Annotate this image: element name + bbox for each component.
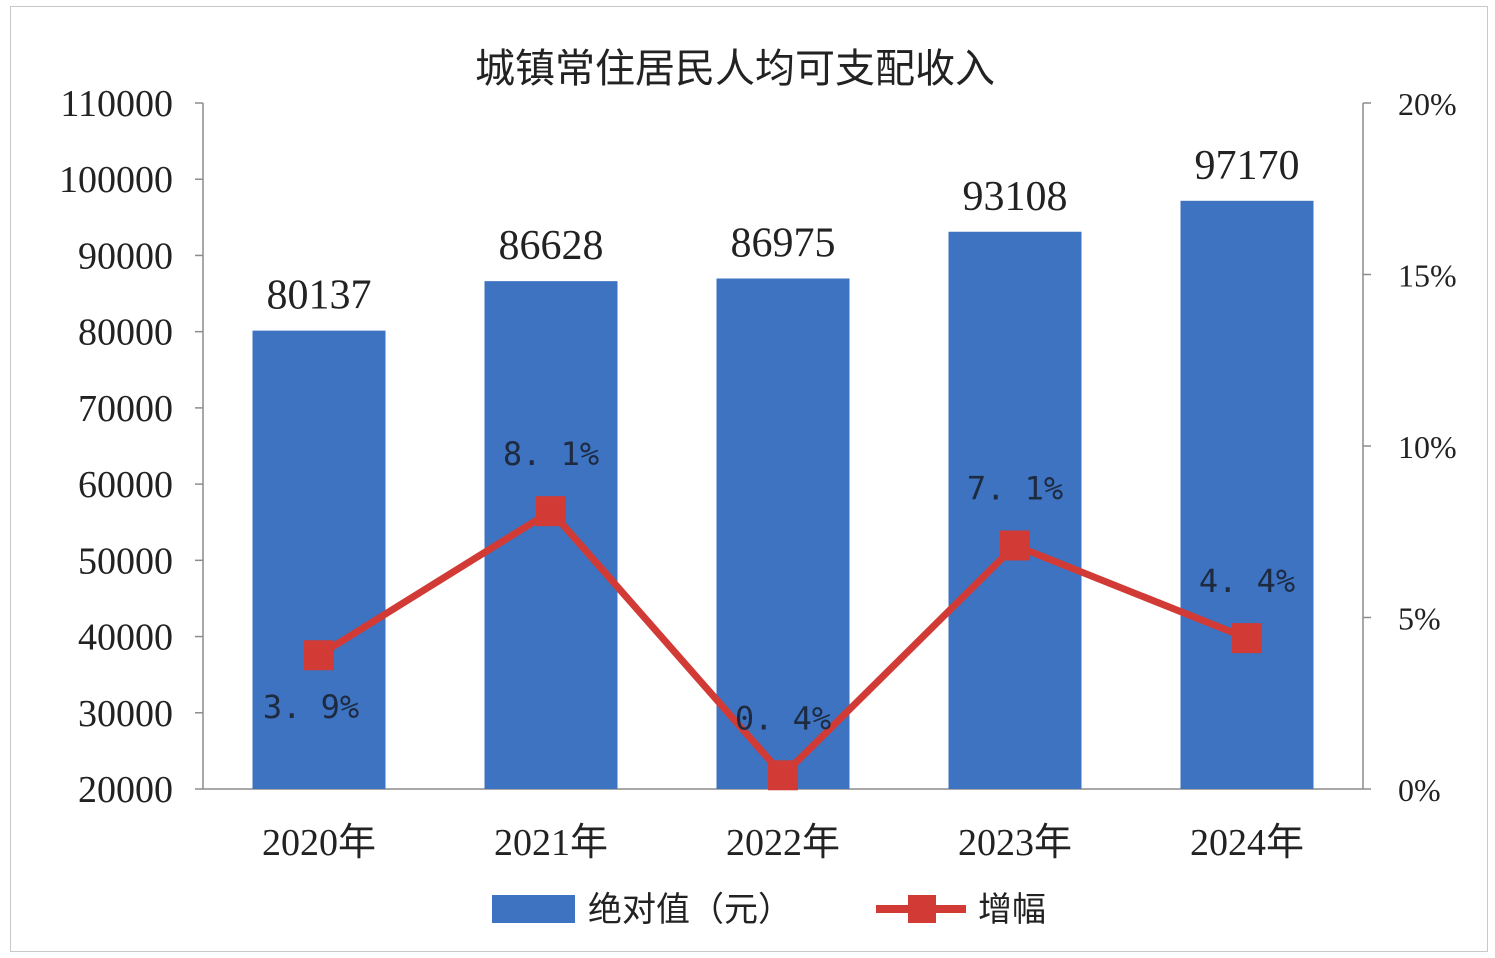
x-tick-label: 2021年 [494, 822, 608, 864]
bar-value-label: 86975 [731, 221, 836, 267]
bar [484, 281, 618, 789]
y-left-tick-label: 40000 [78, 617, 173, 659]
y-left-tick-label: 80000 [78, 312, 173, 354]
bar-value-label: 80137 [267, 273, 372, 319]
y-left-tick-label: 60000 [78, 464, 173, 506]
x-tick-label: 2023年 [958, 822, 1072, 864]
y-right-tick-label: 15% [1398, 258, 1457, 294]
bar-value-label: 93108 [963, 174, 1068, 220]
y-left-tick-label: 30000 [78, 693, 173, 735]
x-tick-label: 2020年 [262, 822, 376, 864]
x-tick-label: 2022年 [726, 822, 840, 864]
bar-value-labels: 80137 86628 86975 93108 97170 [267, 143, 1300, 319]
y-right-tick-label: 20% [1398, 86, 1457, 122]
line-value-label: 0. 4% [735, 699, 831, 737]
legend-swatch-bar [492, 895, 575, 923]
legend-label-bar: 绝对值（元） [588, 890, 792, 930]
bar [1180, 200, 1314, 790]
y-left-tick-label: 70000 [78, 388, 173, 430]
y-left-tick-label: 50000 [78, 540, 173, 582]
bar-series [252, 200, 1314, 790]
y-right-tick-label: 5% [1398, 601, 1441, 637]
legend: 绝对值（元） 增幅 [492, 890, 1046, 930]
line-marker [768, 760, 798, 791]
line-series [304, 496, 1262, 791]
line-value-label: 4. 4% [1199, 562, 1295, 600]
y-left-tick-label: 90000 [78, 235, 173, 277]
y-left-tick-label: 100000 [59, 159, 173, 201]
chart-title: 城镇常住居民人均可支配收入 [475, 46, 995, 92]
y-left-tick-label: 110000 [60, 83, 173, 125]
axes: 20000 30000 40000 50000 60000 70000 80000 90000… [59, 83, 1457, 811]
y-right-tick-label: 0% [1398, 772, 1441, 808]
bar-value-label: 86628 [499, 223, 604, 269]
line-value-labels: 3. 9% 8. 1% 0. 4% 7. 1% 4. 4% [263, 435, 1295, 737]
legend-swatch-marker [908, 895, 936, 923]
bar [716, 278, 850, 789]
line-marker [1000, 530, 1030, 561]
line-value-label: 7. 1% [967, 469, 1063, 507]
line-marker [536, 496, 566, 527]
line-value-label: 3. 9% [263, 688, 359, 726]
y-right-tick-label: 10% [1398, 429, 1457, 465]
legend-label-line: 增幅 [978, 890, 1046, 930]
bar [252, 330, 386, 789]
line-value-label: 8. 1% [503, 435, 599, 473]
line-marker [1232, 623, 1262, 654]
bar [948, 231, 1082, 789]
bar-value-label: 97170 [1195, 143, 1300, 189]
y-left-tick-label: 20000 [78, 769, 173, 811]
x-tick-label: 2024年 [1190, 822, 1304, 864]
x-tick-labels: 2020年 2021年 2022年 2023年 2024年 [262, 822, 1304, 864]
line-marker [304, 640, 334, 671]
